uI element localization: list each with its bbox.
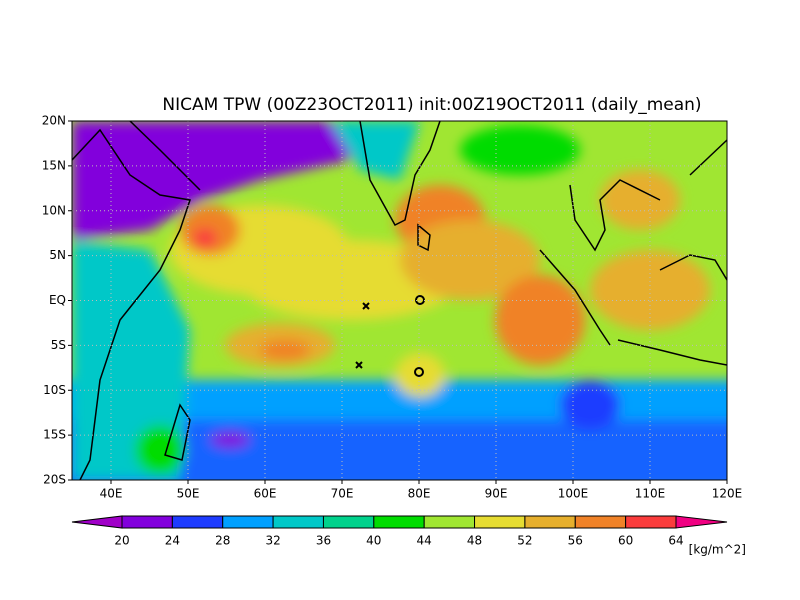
colorbar-label: 40 bbox=[366, 534, 381, 548]
colorbar-box bbox=[171, 515, 224, 529]
colorbar-label: 32 bbox=[265, 534, 280, 548]
tpw-field bbox=[72, 121, 727, 480]
colorbar-label: 52 bbox=[517, 534, 532, 548]
colorbar-box bbox=[524, 515, 576, 529]
colorbar-box bbox=[574, 515, 627, 529]
lon-label: 110E bbox=[635, 487, 666, 501]
colorbar-label: 64 bbox=[668, 534, 683, 548]
colorbar-label: 60 bbox=[618, 534, 633, 548]
lat-label: EQ bbox=[49, 293, 66, 307]
lon-label: 60E bbox=[254, 487, 277, 501]
lat-label: 5N bbox=[49, 248, 66, 262]
colorbar-box bbox=[474, 515, 526, 529]
colorbar-label: 44 bbox=[417, 534, 432, 548]
colorbar-box bbox=[121, 515, 173, 529]
lat-label: 15N bbox=[42, 158, 66, 172]
lat-label: 5S bbox=[51, 338, 66, 352]
colorbar-unit: [kg/m^2] bbox=[689, 543, 746, 557]
colorbar-box bbox=[373, 515, 425, 529]
coastlines bbox=[72, 121, 727, 480]
colorbar-box bbox=[272, 515, 324, 529]
colorbar-low bbox=[71, 515, 123, 529]
lon-label: 90E bbox=[485, 487, 508, 501]
colorbar-box bbox=[423, 515, 476, 529]
colorbar-label: 28 bbox=[215, 534, 230, 548]
colorbar-label: 36 bbox=[316, 534, 331, 548]
lon-label: 50E bbox=[177, 487, 200, 501]
colorbar-label: 24 bbox=[165, 534, 180, 548]
lat-label: 10N bbox=[42, 203, 66, 217]
colorbar-label: 56 bbox=[568, 534, 583, 548]
lat-label: 10S bbox=[43, 383, 66, 397]
lon-label: 40E bbox=[100, 487, 123, 501]
colorbar-high bbox=[675, 515, 728, 529]
lon-label: 100E bbox=[558, 487, 589, 501]
lon-label: 70E bbox=[331, 487, 354, 501]
colorbar-label: 48 bbox=[467, 534, 482, 548]
colorbar-label: 20 bbox=[114, 534, 129, 548]
lon-label: 120E bbox=[712, 487, 743, 501]
colorbar: 20 24 28 32 36 40 44 48 52 56 60 64 [kg/m^2] bbox=[71, 515, 746, 557]
colorbar-box bbox=[625, 515, 677, 529]
colorbar-box bbox=[222, 515, 274, 529]
map-title: NICAM TPW (00Z23OCT2011) init:00Z19OCT20… bbox=[162, 95, 701, 115]
lat-label: 15S bbox=[43, 428, 66, 442]
lon-label: 80E bbox=[408, 487, 431, 501]
colorbar-box bbox=[322, 515, 375, 529]
lat-label: 20S bbox=[43, 473, 66, 487]
axes: 20N 15N 10N 5N EQ 5S 10S 15S 20S 40E 50E 60E 70E 80E 9… bbox=[42, 114, 743, 501]
lat-label: 20N bbox=[42, 114, 66, 128]
